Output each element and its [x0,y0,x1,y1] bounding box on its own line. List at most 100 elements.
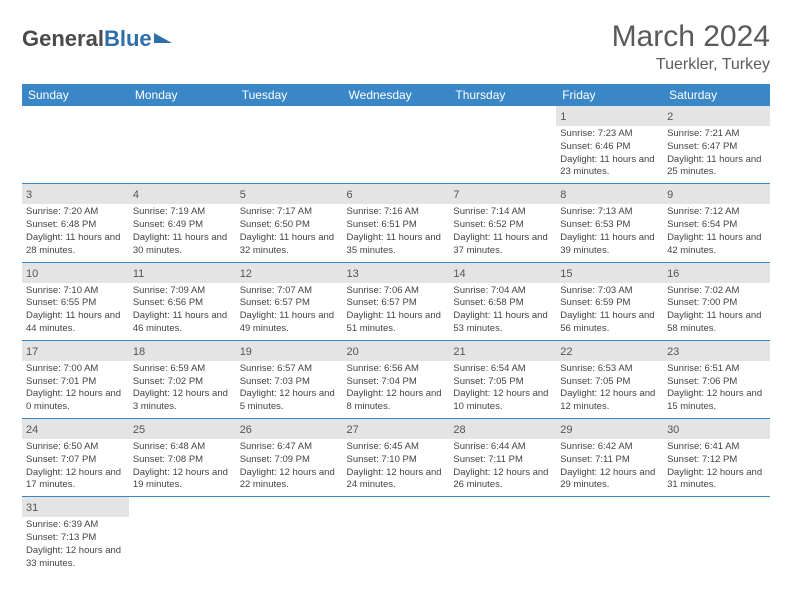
sunset-line: Sunset: 7:05 PM [453,376,552,389]
daynum-row: 5 [236,184,343,204]
sunset-line: Sunset: 6:55 PM [26,297,125,310]
calendar-row: 1Sunrise: 7:23 AMSunset: 6:46 PMDaylight… [22,106,770,184]
daynum-row: 3 [22,184,129,204]
empty-cell [236,497,343,575]
daylight-line: Daylight: 11 hours and 39 minutes. [560,232,659,258]
day-cell: 4Sunrise: 7:19 AMSunset: 6:49 PMDaylight… [129,184,236,262]
calendar-row: 10Sunrise: 7:10 AMSunset: 6:55 PMDayligh… [22,262,770,340]
daynum-row: 27 [343,419,450,439]
sunset-line: Sunset: 6:57 PM [240,297,339,310]
day-detail: Sunrise: 7:20 AMSunset: 6:48 PMDaylight:… [26,206,125,257]
daylight-line: Daylight: 11 hours and 46 minutes. [133,310,232,336]
sunset-line: Sunset: 6:54 PM [667,219,766,232]
daynum-row: 15 [556,263,663,283]
calendar-row: 17 Sunrise: 7:00 AMSunset: 7:01 PMDayligh… [22,340,770,418]
day-number: 14 [453,268,465,280]
day-detail: Sunrise: 7:00 AMSunset: 7:01 PMDaylight:… [26,363,125,414]
empty-cell [449,497,556,575]
daynum-row: 25 [129,419,236,439]
sunrise-line: Sunrise: 6:42 AM [560,441,659,454]
day-number: 31 [26,502,38,514]
day-number: 18 [133,346,145,358]
daynum-row: 10 [22,263,129,283]
day-cell: 12Sunrise: 7:07 AMSunset: 6:57 PMDayligh… [236,262,343,340]
day-detail: Sunrise: 6:45 AMSunset: 7:10 PMDaylight:… [347,441,446,492]
day-detail: Sunrise: 6:50 AMSunset: 7:07 PMDaylight:… [26,441,125,492]
sunset-line: Sunset: 6:47 PM [667,141,766,154]
day-cell: 2Sunrise: 7:21 AMSunset: 6:47 PMDaylight… [663,106,770,184]
sunset-line: Sunset: 6:58 PM [453,297,552,310]
day-cell: 24Sunrise: 6:50 AMSunset: 7:07 PMDayligh… [22,419,129,497]
day-number: 25 [133,424,145,436]
day-cell: 25Sunrise: 6:48 AMSunset: 7:08 PMDayligh… [129,419,236,497]
daylight-line: Daylight: 11 hours and 23 minutes. [560,154,659,180]
day-number: 17 [26,346,38,358]
daynum-row: 6 [343,184,450,204]
sunrise-line: Sunrise: 6:47 AM [240,441,339,454]
daynum-row: 17 [22,341,129,361]
day-number: 26 [240,424,252,436]
daynum-row: 21 [449,341,556,361]
sunset-line: Sunset: 6:46 PM [560,141,659,154]
sunset-line: Sunset: 6:51 PM [347,219,446,232]
day-cell: 14 Sunrise: 7:04 AMSunset: 6:58 PMDayligh… [449,262,556,340]
day-cell: 27Sunrise: 6:45 AMSunset: 7:10 PMDayligh… [343,419,450,497]
daylight-line: Daylight: 11 hours and 56 minutes. [560,310,659,336]
weekday-header: Wednesday [343,84,450,106]
daynum-row: 16 [663,263,770,283]
sunrise-line: Sunrise: 7:20 AM [26,206,125,219]
day-detail: Sunrise: 6:57 AMSunset: 7:03 PMDaylight:… [240,363,339,414]
sunset-line: Sunset: 7:08 PM [133,454,232,467]
daynum-row: 23 [663,341,770,361]
daynum-row: 31 [22,497,129,517]
day-cell: 19Sunrise: 6:57 AMSunset: 7:03 PMDayligh… [236,340,343,418]
sunset-line: Sunset: 6:48 PM [26,219,125,232]
sunset-line: Sunset: 7:06 PM [667,376,766,389]
sunrise-line: Sunrise: 7:02 AM [667,285,766,298]
sunrise-line: Sunrise: 6:39 AM [26,519,125,532]
daynum-row: 14 [449,263,556,283]
day-cell: 6Sunrise: 7:16 AMSunset: 6:51 PMDaylight… [343,184,450,262]
empty-cell [449,106,556,184]
sunrise-line: Sunrise: 7:09 AM [133,285,232,298]
day-number: 30 [667,424,679,436]
sunset-line: Sunset: 6:57 PM [347,297,446,310]
sunrise-line: Sunrise: 7:23 AM [560,128,659,141]
sunrise-line: Sunrise: 7:19 AM [133,206,232,219]
daylight-line: Daylight: 11 hours and 44 minutes. [26,310,125,336]
day-number: 15 [560,268,572,280]
day-detail: Sunrise: 6:44 AMSunset: 7:11 PMDaylight:… [453,441,552,492]
empty-cell [556,497,663,575]
day-number: 20 [347,346,359,358]
day-cell: 21Sunrise: 6:54 AMSunset: 7:05 PMDayligh… [449,340,556,418]
day-number: 29 [560,424,572,436]
page: GeneralBlue March 2024 Tuerkler, Turkey … [0,0,792,595]
day-number: 28 [453,424,465,436]
day-number: 5 [240,189,246,201]
sunrise-line: Sunrise: 7:21 AM [667,128,766,141]
sunset-line: Sunset: 6:59 PM [560,297,659,310]
day-number: 8 [560,189,566,201]
location: Tuerkler, Turkey [612,56,770,74]
day-cell: 29Sunrise: 6:42 AMSunset: 7:11 PMDayligh… [556,419,663,497]
day-number: 21 [453,346,465,358]
day-detail: Sunrise: 6:56 AMSunset: 7:04 PMDaylight:… [347,363,446,414]
sunrise-line: Sunrise: 6:45 AM [347,441,446,454]
logo-triangle-icon [154,33,172,43]
sunset-line: Sunset: 6:56 PM [133,297,232,310]
sunrise-line: Sunrise: 7:07 AM [240,285,339,298]
logo-word1: General [22,26,104,52]
weekday-header: Friday [556,84,663,106]
calendar-row: 31Sunrise: 6:39 AMSunset: 7:13 PMDayligh… [22,497,770,575]
day-detail: Sunrise: 7:19 AMSunset: 6:49 PMDaylight:… [133,206,232,257]
sunset-line: Sunset: 6:50 PM [240,219,339,232]
daynum-row: 19 [236,341,343,361]
sunset-line: Sunset: 7:03 PM [240,376,339,389]
month-title: March 2024 [612,20,770,54]
sunrise-line: Sunrise: 6:54 AM [453,363,552,376]
sunset-line: Sunset: 7:12 PM [667,454,766,467]
day-detail: Sunrise: 7:04 AMSunset: 6:58 PMDaylight:… [453,285,552,336]
daynum-row: 29 [556,419,663,439]
day-cell: 1Sunrise: 7:23 AMSunset: 6:46 PMDaylight… [556,106,663,184]
daynum-row: 30 [663,419,770,439]
